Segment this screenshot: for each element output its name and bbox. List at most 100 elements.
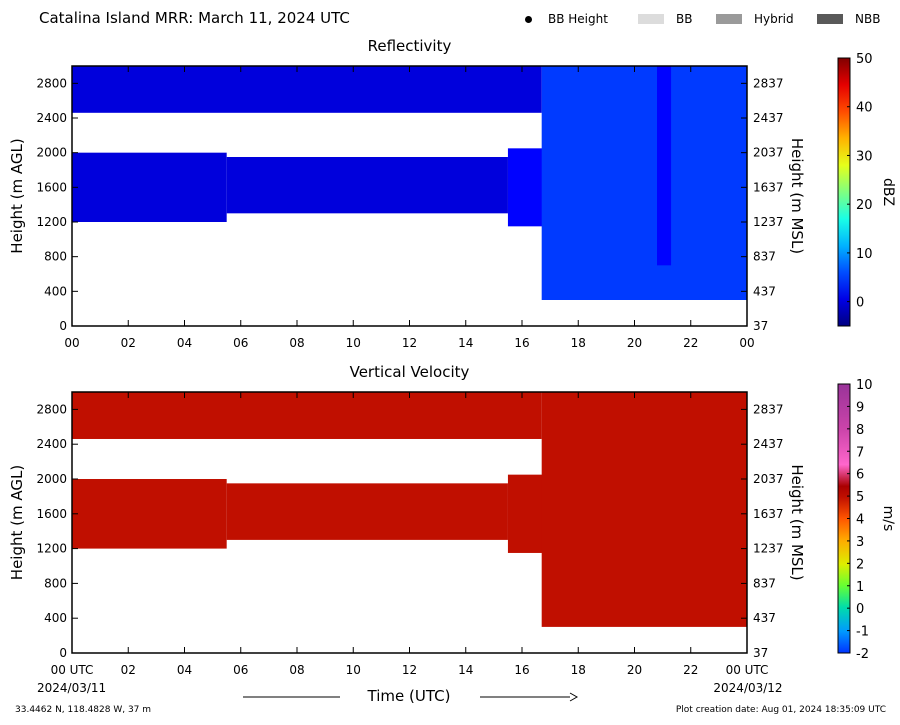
colorbar-tick-label: 9: [856, 400, 864, 415]
y-tick-label-right: 437: [753, 611, 776, 625]
figure-title: Catalina Island MRR: March 11, 2024 UTC: [39, 9, 350, 27]
colorbar-bar: [837, 57, 851, 327]
x-tick-label: 12: [402, 663, 417, 677]
hybrid-swatch-icon: [716, 14, 742, 24]
y-tick-label-right: 1237: [753, 542, 784, 556]
echo-region: [541, 392, 747, 627]
y-tick-label-right: 2037: [753, 146, 784, 160]
x-tick-label: 00: [64, 336, 79, 350]
y-tick-label-right: 2437: [753, 437, 784, 451]
colorbar-1: -2 -1 0 1 2 3 4 5 6 7 8 9 10 m/s: [837, 378, 896, 662]
x-tick-label: 14: [458, 336, 473, 350]
colorbar-tick-label: 40: [856, 101, 873, 116]
x-tick-label: 18: [571, 336, 586, 350]
nbb-swatch-icon: [817, 14, 843, 24]
y-tick-label-right: 2437: [753, 111, 784, 125]
colorbar-tick-label: -2: [856, 647, 869, 662]
x-axis-label: Time (UTC): [367, 687, 451, 705]
x-tick-label: 18: [571, 663, 586, 677]
y-tick-label: 1200: [36, 542, 67, 556]
bb-swatch-icon: [638, 14, 664, 24]
panel-1: Vertical Velocity 0 37 400 437 800 837 1200 1237…: [8, 363, 806, 705]
x-tick-label: 04: [177, 663, 192, 677]
colorbar-tick-label: 7: [856, 445, 864, 460]
colorbar-tick-label: 4: [856, 513, 864, 528]
x-tick-label: 08: [289, 336, 304, 350]
panel-title: Vertical Velocity: [350, 363, 470, 381]
legend-bb-label: BB: [676, 12, 693, 26]
y-tick-label: 1600: [36, 507, 67, 521]
echo-region: [226, 483, 508, 540]
x-tick-label: 08: [289, 663, 304, 677]
x-tick-label: 10: [346, 336, 361, 350]
colorbar-tick-label: 0: [856, 602, 864, 617]
y-tick-label: 1200: [36, 215, 67, 229]
y-tick-label: 2400: [36, 111, 67, 125]
y-tick-label: 400: [44, 611, 67, 625]
y-tick-label-right: 837: [753, 576, 776, 590]
legend-hybrid: Hybrid: [716, 11, 794, 27]
colorbar-tick-label: 8: [856, 423, 864, 438]
y-tick-label: 2000: [36, 146, 67, 160]
echo-region: [541, 66, 747, 300]
y-tick-label: 800: [44, 250, 67, 264]
legend-bb-height: BB Height: [525, 11, 608, 27]
start-date-label: 2024/03/11: [37, 681, 106, 695]
x-tick-label: 00 UTC: [726, 663, 769, 677]
x-tick-label: 06: [233, 336, 248, 350]
colorbar-tick-label: 5: [856, 490, 864, 505]
y-axis-label-right: Height (m MSL): [788, 138, 806, 254]
y-tick-label-right: 437: [753, 284, 776, 298]
y-tick-label: 400: [44, 284, 67, 298]
echo-region: [72, 66, 542, 113]
y-tick-label-right: 1637: [753, 507, 784, 521]
x-tick-label: 22: [683, 663, 698, 677]
y-tick-label-right: 837: [753, 250, 776, 264]
bb-height-marker-icon: [525, 15, 532, 23]
x-tick-label: 20: [627, 663, 642, 677]
y-tick-label-right: 1637: [753, 180, 784, 194]
y-tick-label: 2800: [36, 76, 67, 90]
colorbar-tick-label: 10: [856, 378, 873, 393]
y-axis-label: Height (m AGL): [8, 465, 26, 580]
legend-nbb-label: NBB: [855, 12, 881, 26]
x-tick-label: 14: [458, 663, 473, 677]
legend-hybrid-label: Hybrid: [754, 12, 794, 26]
y-tick-label: 2000: [36, 472, 67, 486]
colorbar-tick-label: 0: [856, 296, 864, 311]
colorbar-tick-label: 50: [856, 52, 873, 67]
y-tick-label-right: 2837: [753, 402, 784, 416]
legend-nbb: NBB: [817, 11, 880, 27]
echo-region: [657, 66, 672, 266]
colorbar-tick-label: 2: [856, 557, 864, 572]
x-tick-label: 06: [233, 663, 248, 677]
x-tick-label: 20: [627, 336, 642, 350]
echo-region: [72, 152, 227, 222]
y-tick-label: 2400: [36, 437, 67, 451]
colorbar-tick-label: 1: [856, 580, 864, 595]
x-tick-label: 00: [739, 336, 754, 350]
plot-creation-date: Plot creation date: Aug 01, 2024 18:35:0…: [675, 705, 886, 715]
x-tick-label: 10: [346, 663, 361, 677]
x-tick-label: 22: [683, 336, 698, 350]
y-tick-label-right: 2037: [753, 472, 784, 486]
colorbar-0: 0 10 20 30 40 50 dBZ: [837, 52, 896, 327]
colorbar-tick-label: 30: [856, 149, 873, 164]
colorbar-label: m/s: [880, 506, 896, 532]
legend-bb-height-label: BB Height: [548, 12, 608, 26]
colorbar-tick-label: -1: [856, 625, 869, 640]
colorbar-tick-label: 10: [856, 247, 873, 262]
x-tick-label: 16: [514, 336, 529, 350]
y-tick-label: 800: [44, 576, 67, 590]
x-tick-label: 16: [514, 663, 529, 677]
y-tick-label-right: 37: [753, 319, 768, 333]
y-tick-label: 0: [59, 319, 67, 333]
legend-bb: BB: [638, 11, 692, 27]
colorbar-tick-label: 3: [856, 535, 864, 550]
station-location: 33.4462 N, 118.4828 W, 37 m: [15, 705, 152, 715]
x-tick-label: 02: [121, 336, 136, 350]
y-tick-label: 1600: [36, 180, 67, 194]
x-tick-label: 12: [402, 336, 417, 350]
